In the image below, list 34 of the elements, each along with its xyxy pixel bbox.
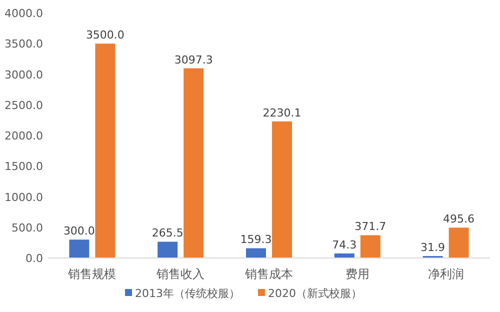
y-tick-label: 3000.0 [4,68,43,82]
y-tick-label: 0.0 [26,252,43,265]
bar [69,240,90,258]
bar [246,248,266,258]
bar [448,228,469,258]
y-tick-label: 4000.0 [4,7,43,20]
bar [95,44,116,258]
x-tick-label: 费用 [345,267,370,281]
data-label: 3500.0 [86,28,124,42]
bar [360,235,380,258]
data-label: 159.3 [240,233,272,246]
data-label: 74.3 [332,238,357,252]
legend-label: 2013年（传统校服） [135,287,240,300]
legend-label: 2020（新式校服） [268,287,362,300]
bar [184,68,204,258]
x-tick-label: 销售收入 [156,267,205,281]
y-tick-label: 3500.0 [4,38,43,51]
data-label: 265.5 [152,226,184,240]
bar [272,121,292,258]
x-tick-label: 销售规模 [67,267,116,281]
bar [158,242,178,258]
x-tick-label: 销售成本 [244,267,293,281]
y-tick-label: 2000.0 [4,130,43,142]
y-tick-label: 1500.0 [4,160,43,174]
y-tick-label: 500.0 [12,221,43,234]
data-label: 495.6 [443,212,475,226]
y-tick-label: 2500.0 [4,98,43,112]
x-tick-label: 净利润 [428,267,464,281]
data-label: 2230.1 [262,106,302,120]
data-label: 300.0 [63,224,95,238]
data-label: 31.9 [420,241,446,254]
data-label: 3097.3 [174,53,213,66]
data-label: 371.7 [354,220,386,234]
y-tick-label: 1000.0 [4,190,43,204]
